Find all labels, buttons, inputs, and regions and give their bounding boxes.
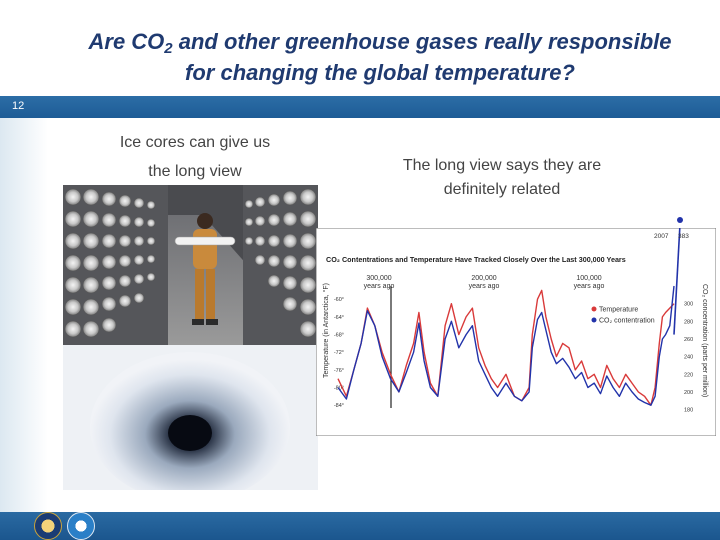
slide-number: 12 [12, 100, 25, 112]
annotation-2014 [677, 217, 683, 223]
title-line-2: for changing the global temperature? [185, 60, 575, 85]
scientist-figure [174, 213, 236, 325]
footer-band [0, 512, 720, 540]
right-tick-label: 220 [684, 372, 693, 378]
x-marker-sublabel: years ago [574, 283, 605, 290]
left-accent-bar [0, 118, 48, 540]
x-marker-label: 300,000 [366, 275, 391, 282]
left-tick-label: -84° [334, 403, 344, 409]
left-tick-label: -68° [334, 333, 344, 339]
co2-spike-line [673, 228, 681, 335]
noaa-logo [67, 512, 95, 540]
legend-marker-temperature [591, 306, 597, 312]
x-marker-sublabel: years ago [469, 283, 500, 290]
commerce-seal-logo [34, 512, 62, 540]
header-band [0, 96, 720, 118]
right-tick-label: 280 [684, 319, 693, 325]
x-marker-sublabel: years ago [364, 283, 395, 290]
legend-label-temperature: Temperature [599, 307, 638, 314]
y-axis-label-left: Temperature (in Antarctica, °F) [322, 283, 330, 378]
series-line-co2 [337, 285, 675, 406]
borehole-photo [63, 345, 318, 490]
title-line-1: Are CO2 and other greenhouse gases reall… [88, 29, 672, 57]
right-tick-label: 240 [684, 355, 693, 361]
legend-label-co2: CO₂ contentration [599, 318, 655, 325]
right-tick-label: 260 [684, 337, 693, 343]
annotation-2014-marker [677, 217, 683, 223]
slide-title: Are CO2 and other greenhouse gases reall… [40, 26, 720, 88]
left-tick-label: -64° [334, 315, 344, 321]
annotation-2007-year: 2007 [654, 233, 669, 240]
right-tick-label: 180 [684, 408, 693, 414]
left-tick-label: -76° [334, 368, 344, 374]
long-view-caption: The long view says they are definitely r… [402, 157, 602, 198]
y-axis-label-right: CO₂ concentration (parts per million) [701, 284, 708, 397]
legend-marker-co2 [591, 317, 597, 323]
annotation-2007-value: 383 [678, 233, 689, 240]
chart-title: CO₂ Contentrations and Temperature Have … [326, 255, 626, 264]
right-tick-label: 200 [684, 390, 693, 396]
right-tick-label: 300 [684, 302, 693, 308]
ice-cores-caption: Ice cores can give us the long view [119, 134, 271, 180]
chart-legend: Temperature CO₂ contentration [591, 306, 655, 325]
x-marker-label: 200,000 [471, 275, 496, 282]
x-marker-label: 100,000 [576, 275, 601, 282]
left-tick-label: -60° [334, 297, 344, 303]
left-tick-label: -72° [334, 350, 344, 356]
co2-temperature-chart: CO₂ Contentrations and Temperature Have … [316, 228, 716, 436]
ice-core-photo [63, 185, 318, 490]
ice-core-storage-photo [63, 185, 318, 345]
